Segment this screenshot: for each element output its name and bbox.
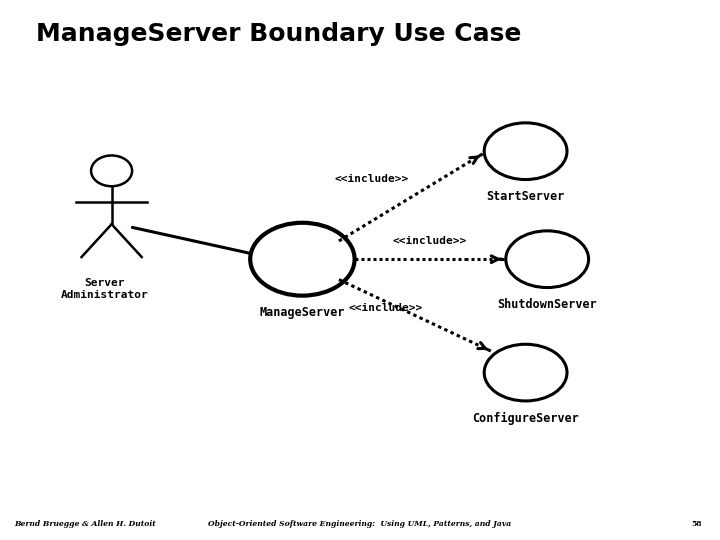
Text: Object-Oriented Software Engineering:  Using UML, Patterns, and Java: Object-Oriented Software Engineering: Us… (208, 520, 512, 528)
Text: StartServer: StartServer (487, 191, 564, 204)
Text: <<include>>: <<include>> (392, 235, 467, 246)
Text: Bernd Bruegge & Allen H. Dutoit: Bernd Bruegge & Allen H. Dutoit (14, 520, 156, 528)
Text: ManageServer: ManageServer (260, 306, 345, 320)
Text: 58: 58 (691, 520, 702, 528)
Text: Server
Administrator: Server Administrator (60, 278, 148, 300)
Text: ConfigureServer: ConfigureServer (472, 411, 579, 425)
Text: <<include>>: <<include>> (334, 174, 408, 184)
Text: <<include>>: <<include>> (349, 302, 423, 313)
Text: ShutdownServer: ShutdownServer (498, 298, 597, 312)
Text: ManageServer Boundary Use Case: ManageServer Boundary Use Case (36, 22, 521, 45)
